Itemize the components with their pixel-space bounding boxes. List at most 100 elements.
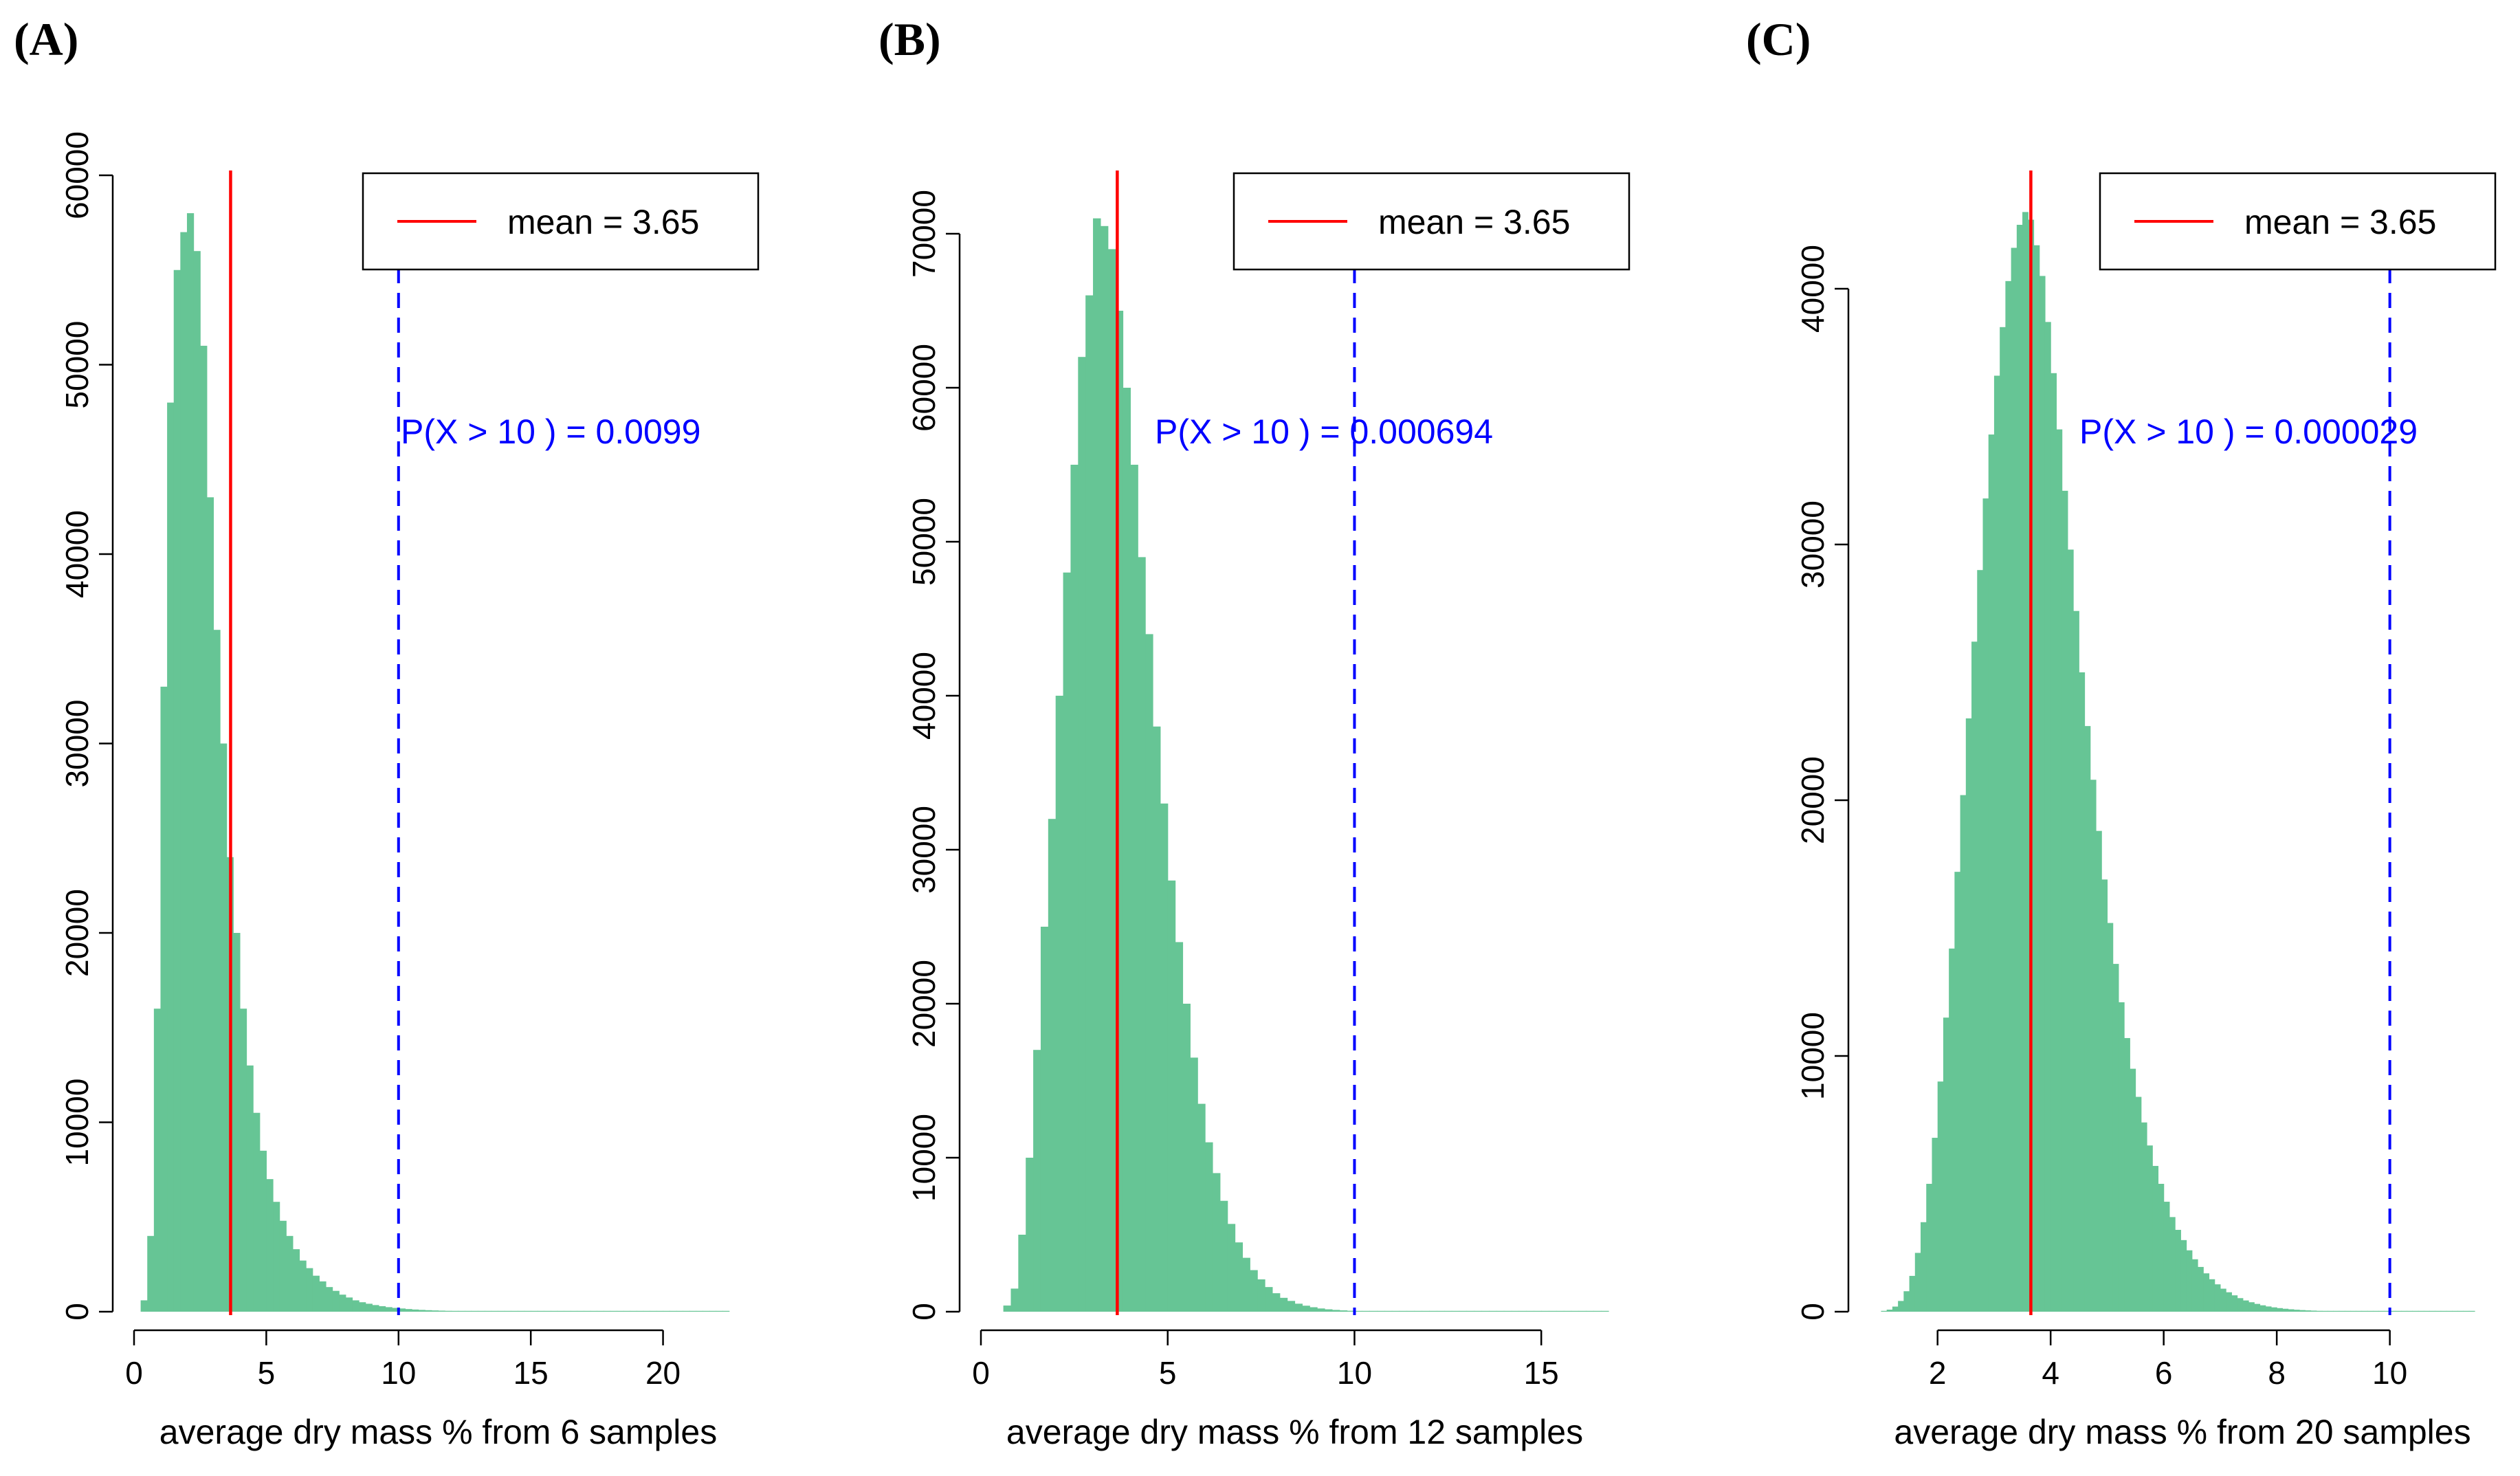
panel-b-bar [1474, 1310, 1482, 1312]
panel-a-x-tick-label: 20 [645, 1355, 681, 1391]
panel-a-bar [246, 1065, 254, 1312]
panel-a-bar [186, 213, 195, 1312]
panel-c-bar [2361, 1310, 2368, 1312]
panel-b-bar [1414, 1310, 1422, 1312]
panel-b-bar [1265, 1287, 1273, 1312]
panel-c-bar [1881, 1310, 1888, 1312]
panel-b-bar [1526, 1310, 1534, 1312]
panel-c-bar [2277, 1308, 2283, 1312]
panel-b-bar [1055, 696, 1064, 1312]
panel-a-bar [511, 1310, 518, 1312]
panel-b-bar [1272, 1293, 1281, 1312]
panel-c-bar [2418, 1310, 2424, 1312]
panel-b-bar [1130, 465, 1138, 1312]
panel-b-bar [1100, 225, 1109, 1312]
panel-a-label: (A) [14, 13, 78, 65]
panel-c-bar [2299, 1310, 2306, 1312]
panel-c-bar [2163, 1202, 2170, 1312]
panel-a-bar [597, 1310, 604, 1312]
panel-b-bar [1541, 1310, 1549, 1312]
panel-b-bar [1093, 218, 1101, 1312]
panel-b-y-tick-label: 30000 [906, 806, 942, 894]
panel-a-bar [378, 1306, 386, 1312]
panel-c-bar [2452, 1310, 2458, 1312]
panel-b-bar [1511, 1310, 1520, 1312]
panel-b-x-axis-title: average dry mass % from 12 samples [1006, 1413, 1583, 1451]
panel-a-y-tick-label: 50000 [59, 321, 95, 409]
panel-a-bar [239, 1009, 247, 1312]
panel-b-bar [1429, 1310, 1437, 1312]
panel-c-bar [2214, 1284, 2221, 1312]
panel-a-x-tick-label: 10 [381, 1355, 416, 1391]
panel-c-bar [1977, 570, 1984, 1312]
panel-b-bar [1481, 1310, 1490, 1312]
panel-b-y-tick-label: 0 [906, 1303, 942, 1321]
panel-b-bar [1451, 1310, 1460, 1312]
panel-c-bar [2124, 1037, 2130, 1312]
panel-a-y-tick-label: 60000 [59, 131, 95, 219]
panel-c-bar [2095, 830, 2102, 1312]
panel-c-bar [2321, 1310, 2328, 1312]
panel-a-bar [147, 1235, 155, 1312]
panel-a-bar [577, 1310, 584, 1312]
panel-b-bar [1257, 1279, 1265, 1312]
panel-b-bar [1354, 1310, 1362, 1312]
panel-a-bar [339, 1295, 346, 1312]
panel-b-bar [1063, 572, 1072, 1312]
panel-c-bar [1965, 718, 1972, 1312]
panel-a-probability-label: P(X > 10 ) = 0.0099 [401, 412, 700, 451]
panel-b-label: (B) [878, 13, 941, 65]
panel-b-bar [1197, 1103, 1206, 1312]
panel-c-bar [2356, 1310, 2363, 1312]
panel-c-bar [2005, 280, 2012, 1312]
panel-b-bar [1085, 295, 1094, 1312]
panel-a-bar [683, 1310, 690, 1312]
panel-b-bar [1496, 1310, 1505, 1312]
panel-a-bar [689, 1310, 697, 1312]
panel-b-bar [1309, 1307, 1318, 1312]
panel-c-x-tick-label: 4 [2042, 1355, 2059, 1391]
panel-b-bar [1593, 1310, 1602, 1312]
panel-a-x-tick-label: 0 [125, 1355, 143, 1391]
panel-b-bar [1048, 819, 1057, 1312]
panel-c-x-tick-label: 6 [2155, 1355, 2173, 1391]
panel-b-bar [1571, 1310, 1580, 1312]
panel-b-bar [1422, 1310, 1430, 1312]
panel-a-bar [531, 1310, 538, 1312]
panel-c-bar [2435, 1310, 2442, 1312]
panel-a-x-tick-label: 5 [258, 1355, 276, 1391]
panel-b-x-tick-label: 5 [1159, 1355, 1177, 1391]
panel-a-bar [385, 1307, 393, 1312]
panel-b-bar [1534, 1310, 1542, 1312]
panel-b-bar [1347, 1310, 1356, 1312]
panel-c-bar [2039, 276, 2046, 1312]
panel-a-bar [266, 1179, 274, 1312]
panel-c-bar [2407, 1310, 2413, 1312]
panel-c-bar [1993, 375, 2000, 1312]
panel-c-y-tick-label: 20000 [1795, 756, 1831, 844]
panel-a-bar [438, 1310, 445, 1312]
panel-a-y-tick-label: 10000 [59, 1079, 95, 1167]
panel-a-bar [451, 1310, 458, 1312]
panel-a-bar [431, 1310, 439, 1312]
panel-c-bar [2310, 1310, 2317, 1312]
panel-c-bar [2293, 1310, 2300, 1312]
panel-b-bar [1287, 1301, 1296, 1312]
panel-c-bar [2146, 1145, 2153, 1312]
panel-b-bar [1563, 1310, 1572, 1312]
panel-b-bar [1406, 1310, 1415, 1312]
panel-a-bar [630, 1310, 637, 1312]
panel-c-bar [2412, 1310, 2419, 1312]
panel-c-bar [2401, 1310, 2407, 1312]
panel-c-probability-label: P(X > 10 ) = 0.000029 [2079, 412, 2418, 451]
panel-a-bar [617, 1310, 624, 1312]
panel-c-bar [2044, 322, 2051, 1312]
panel-a-bar [398, 1308, 406, 1312]
panel-b-bar [1115, 311, 1124, 1312]
panel-b-bar [1377, 1310, 1385, 1312]
panel-c-bar [1892, 1306, 1899, 1312]
panel-a-bar [643, 1310, 650, 1312]
panel-c-bar [2468, 1310, 2475, 1312]
panel-b-y-tick-label: 50000 [906, 498, 942, 586]
panel-c-bar [2259, 1305, 2266, 1312]
